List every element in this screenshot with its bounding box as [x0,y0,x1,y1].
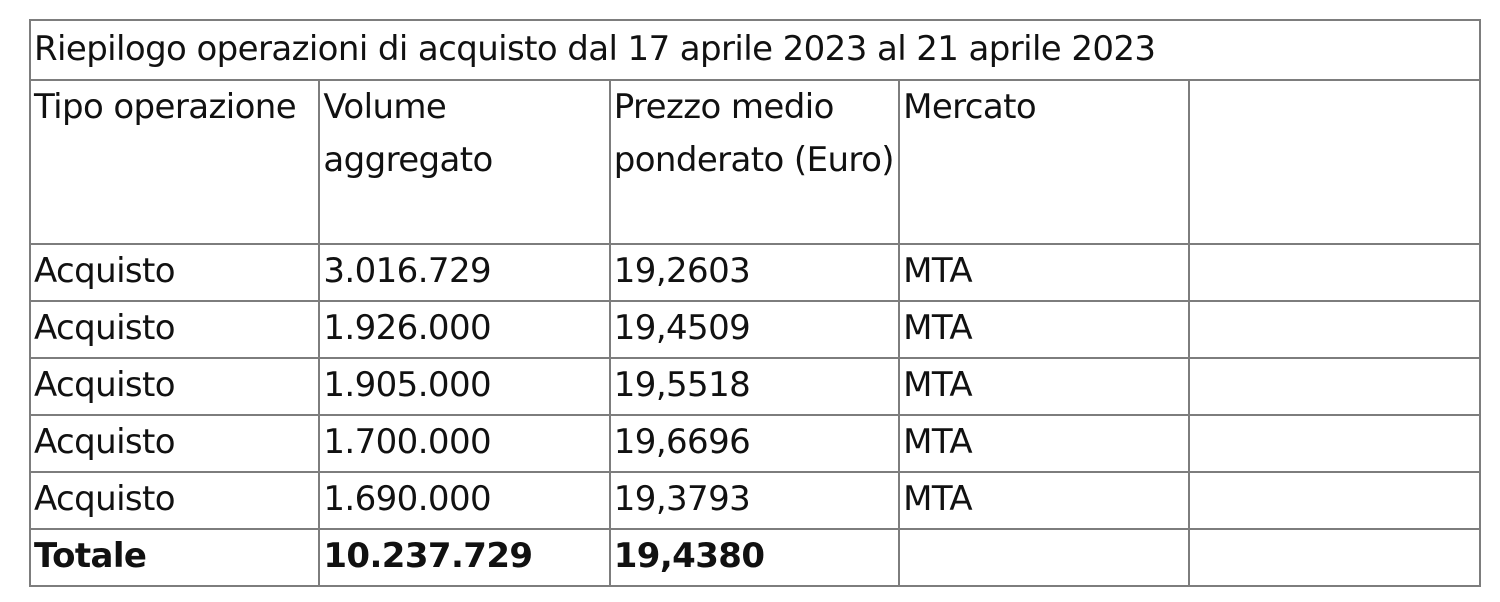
total-empty [1187,528,1481,587]
header-prezzo-medio-ponderato: Prezzo medio ponderato (Euro) [608,79,901,245]
purchase-summary-table: Riepilogo operazioni di acquisto dal 17 … [28,19,1481,587]
total-label: Totale [28,528,321,587]
cell-empty [1187,357,1481,416]
cell-empty [1187,243,1481,302]
table-row: Acquisto 1.700.000 19,6696 MTA [28,414,1481,473]
table-row: Acquisto 1.926.000 19,4509 MTA [28,300,1481,359]
purchase-summary-container: Riepilogo operazioni di acquisto dal 17 … [28,19,1481,587]
cell-prezzo: 19,5518 [608,357,901,416]
cell-prezzo: 19,2603 [608,243,901,302]
cell-tipo: Acquisto [28,300,321,359]
table-header-row: Tipo operazione Volume aggregato Prezzo … [28,79,1481,245]
table-row: Acquisto 3.016.729 19,2603 MTA [28,243,1481,302]
table-total-row: Totale 10.237.729 19,4380 [28,528,1481,587]
cell-volume: 1.926.000 [318,300,611,359]
cell-empty [1187,471,1481,530]
table-title: Riepilogo operazioni di acquisto dal 17 … [29,19,1481,81]
cell-volume: 3.016.729 [318,243,611,302]
cell-volume: 1.690.000 [318,471,611,530]
header-volume-aggregato: Volume aggregato [318,79,611,245]
cell-volume: 1.700.000 [318,414,611,473]
header-mercato: Mercato [898,79,1190,245]
header-tipo-operazione: Tipo operazione [28,79,321,245]
cell-mercato: MTA [898,357,1190,416]
cell-mercato: MTA [898,414,1190,473]
cell-tipo: Acquisto [28,243,321,302]
total-prezzo: 19,4380 [608,528,901,587]
total-mercato [898,528,1190,587]
cell-tipo: Acquisto [28,471,321,530]
table-row: Acquisto 1.905.000 19,5518 MTA [28,357,1481,416]
cell-mercato: MTA [898,300,1190,359]
cell-prezzo: 19,6696 [608,414,901,473]
header-empty [1187,79,1481,245]
cell-prezzo: 19,4509 [608,300,901,359]
cell-empty [1187,300,1481,359]
cell-mercato: MTA [898,471,1190,530]
cell-volume: 1.905.000 [318,357,611,416]
cell-mercato: MTA [898,243,1190,302]
cell-prezzo: 19,3793 [608,471,901,530]
total-volume: 10.237.729 [318,528,611,587]
cell-empty [1187,414,1481,473]
cell-tipo: Acquisto [28,357,321,416]
table-row: Acquisto 1.690.000 19,3793 MTA [28,471,1481,530]
cell-tipo: Acquisto [28,414,321,473]
table-title-row: Riepilogo operazioni di acquisto dal 17 … [29,19,1481,81]
